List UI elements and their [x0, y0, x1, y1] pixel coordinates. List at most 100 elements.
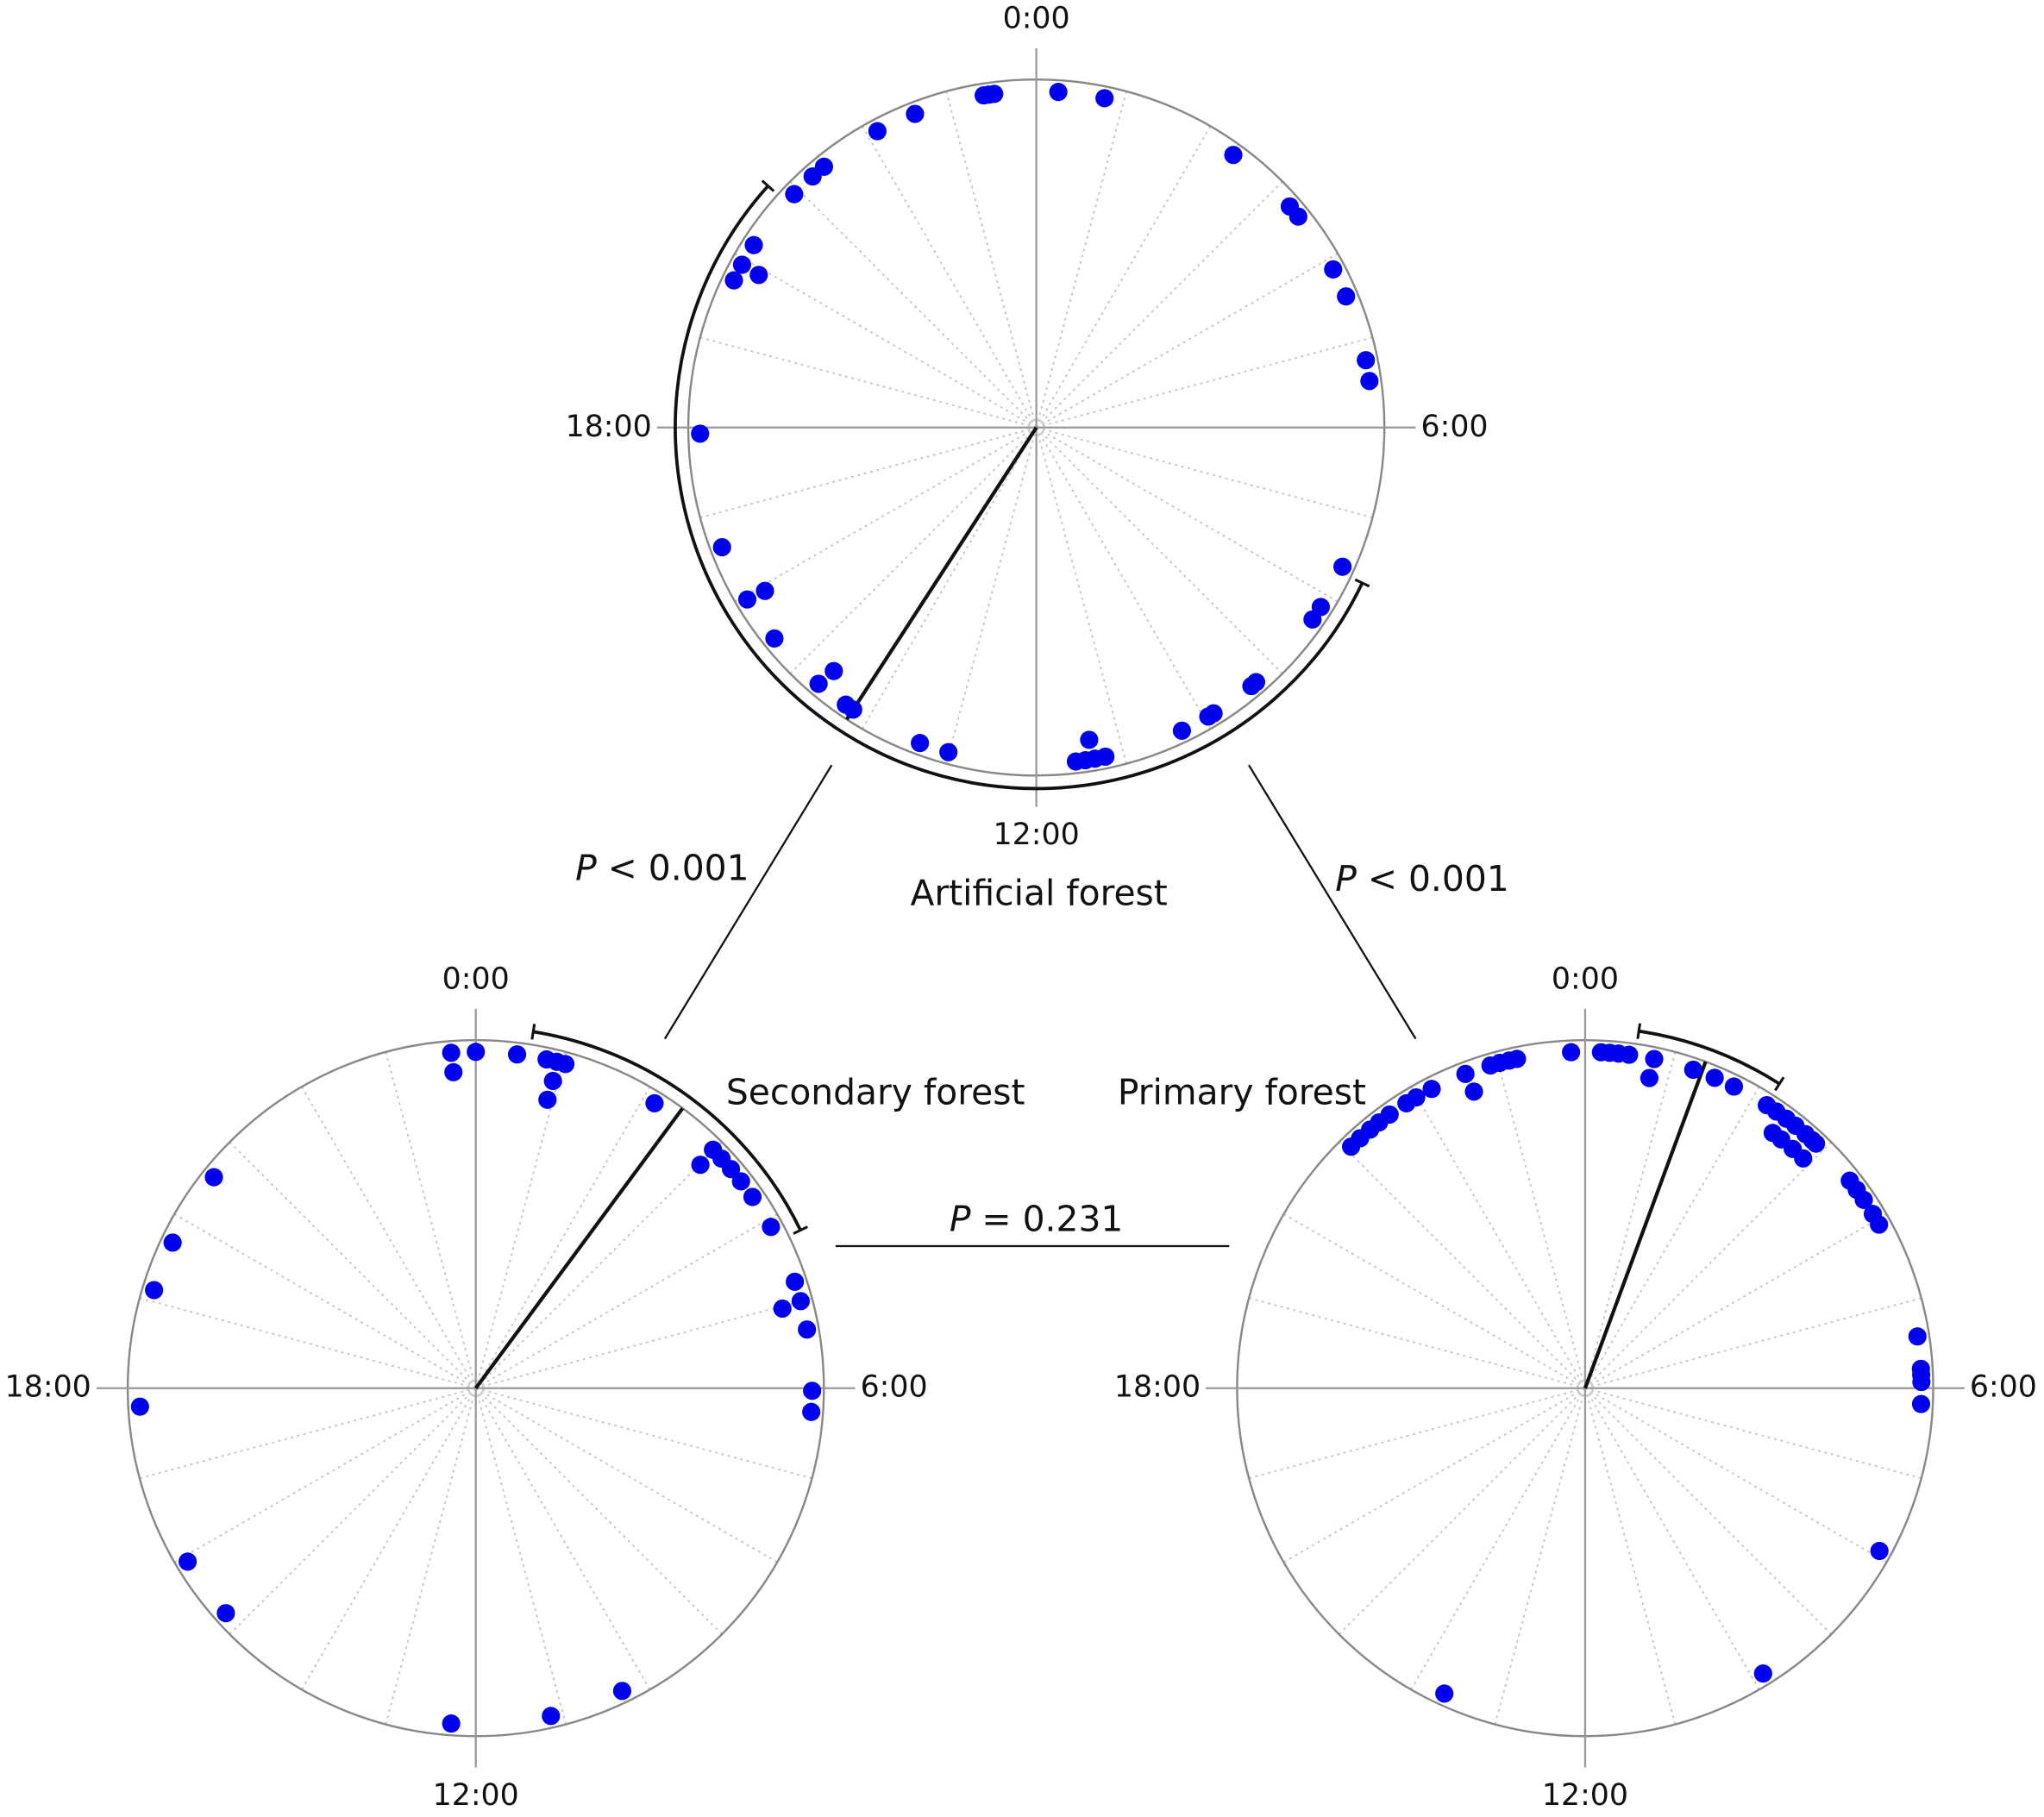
chart-title: Secondary forest — [726, 1072, 1025, 1113]
tick-label: 6:00 — [1970, 1370, 2037, 1405]
point — [756, 581, 774, 600]
spoke — [475, 1387, 778, 1563]
point — [507, 1045, 527, 1064]
point — [1620, 1045, 1639, 1064]
spoke — [1282, 1213, 1586, 1389]
point — [543, 1071, 562, 1091]
spoke — [1584, 1086, 1760, 1389]
point — [1724, 1077, 1744, 1096]
tick-label: 18:00 — [5, 1370, 91, 1405]
spoke — [1035, 427, 1212, 730]
arc-cap — [1774, 1076, 1785, 1092]
point — [444, 1062, 463, 1081]
point — [1407, 1087, 1426, 1107]
spoke — [1248, 1387, 1586, 1480]
point — [1422, 1080, 1441, 1099]
p-value: P < 0.001 — [575, 848, 749, 889]
point — [1224, 146, 1243, 165]
tick-label: 0:00 — [1552, 962, 1619, 997]
point — [985, 85, 1004, 103]
point — [791, 1292, 810, 1311]
point — [843, 700, 862, 719]
point — [1337, 287, 1356, 306]
point — [1172, 721, 1192, 740]
point — [612, 1682, 631, 1701]
point — [179, 1552, 198, 1571]
point — [1705, 1068, 1724, 1087]
point — [1464, 1082, 1483, 1101]
spoke — [301, 1086, 477, 1389]
point — [743, 1187, 762, 1206]
point — [467, 1043, 486, 1062]
arc-cap — [1354, 578, 1370, 588]
point — [939, 742, 958, 761]
point — [1911, 1394, 1931, 1413]
spoke — [229, 1141, 477, 1389]
point — [216, 1604, 235, 1623]
point — [1096, 747, 1115, 766]
spoke — [1035, 427, 1128, 764]
point — [1204, 704, 1223, 723]
p-value: P = 0.231 — [950, 1198, 1124, 1239]
point — [868, 122, 887, 141]
point — [691, 1156, 710, 1175]
spoke — [475, 1387, 812, 1480]
spoke — [1410, 1086, 1586, 1389]
spoke — [474, 1086, 651, 1389]
point — [824, 661, 843, 680]
spoke — [1036, 336, 1373, 429]
point — [765, 629, 784, 648]
point — [802, 1402, 821, 1421]
spoke — [474, 1388, 567, 1725]
point — [1246, 673, 1266, 692]
arc-cap — [530, 1024, 536, 1040]
spoke — [1584, 1051, 1677, 1388]
spoke — [1584, 1387, 1922, 1480]
point — [1912, 1372, 1931, 1392]
point — [1311, 598, 1331, 617]
spoke — [734, 426, 1038, 603]
spoke — [1035, 125, 1212, 429]
point — [749, 266, 768, 285]
spoke — [789, 180, 1038, 429]
point — [911, 734, 930, 753]
spoke — [1035, 91, 1128, 429]
point — [1095, 89, 1114, 108]
spoke — [1338, 1141, 1586, 1389]
spoke — [1338, 1388, 1586, 1635]
point — [732, 255, 751, 274]
point — [803, 167, 822, 186]
spoke — [861, 427, 1038, 730]
point — [1456, 1064, 1475, 1083]
point — [1870, 1215, 1889, 1234]
spoke — [173, 1213, 477, 1389]
chart-title: Artificial forest — [910, 872, 1167, 913]
point — [542, 1707, 561, 1726]
spoke — [474, 1388, 651, 1690]
point — [1562, 1043, 1581, 1062]
spoke — [1035, 180, 1283, 429]
point — [691, 424, 710, 443]
spoke — [1036, 426, 1339, 603]
spoke — [1584, 1388, 1677, 1725]
tick-label: 18:00 — [566, 410, 652, 444]
spoke — [474, 1388, 723, 1635]
point — [724, 271, 743, 290]
tick-label: 6:00 — [861, 1370, 928, 1405]
spoke — [1036, 426, 1373, 519]
point — [773, 1299, 792, 1319]
point — [731, 1172, 750, 1191]
point — [1080, 730, 1099, 749]
mean-vector — [473, 1106, 685, 1389]
spoke — [301, 1388, 477, 1690]
p-value: P < 0.001 — [1335, 858, 1509, 899]
spoke — [229, 1388, 477, 1635]
chart-title: Primary forest — [1118, 1072, 1366, 1113]
point — [809, 674, 828, 693]
point — [1640, 1068, 1659, 1087]
spoke — [139, 1387, 476, 1480]
spoke — [1282, 1387, 1586, 1563]
point — [1333, 557, 1352, 576]
spoke — [475, 1213, 778, 1389]
point — [1870, 1541, 1889, 1561]
